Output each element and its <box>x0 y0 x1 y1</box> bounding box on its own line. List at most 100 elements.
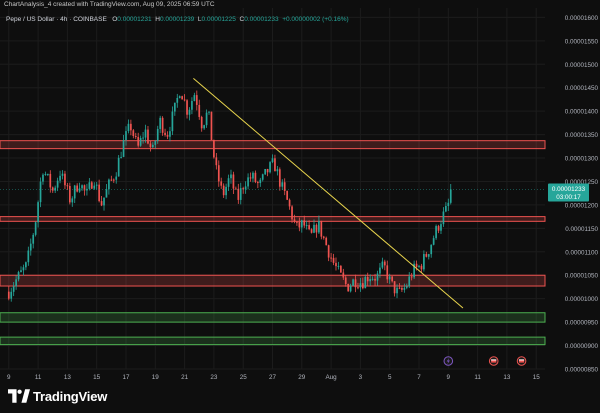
flag-stripe <box>491 359 497 361</box>
candle-body <box>183 99 186 101</box>
symbol-header[interactable]: Pepe / US Dollar · 4h · COINBASE O0.0000… <box>6 16 349 23</box>
candle-body <box>369 279 372 282</box>
candle-body <box>215 157 218 166</box>
candle-body <box>127 123 130 132</box>
candle-body <box>274 158 276 172</box>
candle-body <box>20 270 22 273</box>
candle-body <box>71 198 74 203</box>
candle-body <box>381 261 384 268</box>
candle-body <box>445 205 447 212</box>
candle-body <box>383 261 386 266</box>
candle-body <box>34 222 37 235</box>
candle-body <box>64 173 66 186</box>
current-price-value: 0.00001233 <box>552 186 586 193</box>
price-tick-label: 0.00001350 <box>565 132 599 139</box>
candle-body <box>447 202 450 206</box>
time-tick-label: 21 <box>181 374 189 381</box>
candle-body <box>398 287 401 289</box>
candle-body <box>37 202 39 223</box>
candle-body <box>78 188 81 192</box>
candle-body <box>32 234 35 244</box>
candle-body <box>442 211 445 225</box>
candle-body <box>342 272 345 278</box>
candle-body <box>51 187 54 191</box>
price-tick-label: 0.00001200 <box>565 202 599 209</box>
candle-body <box>266 168 269 173</box>
candle-body <box>125 131 127 141</box>
candle-body <box>357 287 359 289</box>
candle-body <box>54 187 57 191</box>
price-tick-label: 0.00001100 <box>565 249 598 256</box>
candle-body <box>132 130 135 137</box>
candle-body <box>178 96 181 99</box>
time-tick-label: 9 <box>7 374 11 381</box>
time-tick-label: 7 <box>417 374 421 381</box>
candle-body <box>173 102 176 112</box>
candle-body <box>103 197 105 206</box>
flag-glyph <box>491 359 497 363</box>
candle-body <box>213 140 215 158</box>
time-tick-label: 13 <box>503 374 511 381</box>
price-tick-label: 0.00001050 <box>565 273 599 280</box>
price-tick-label: 0.00001500 <box>565 62 599 69</box>
candle-body <box>15 279 17 287</box>
candle-body <box>191 100 193 110</box>
candle-body <box>76 185 79 192</box>
candle-body <box>347 283 350 292</box>
candle-body <box>371 278 374 280</box>
candle-body <box>315 224 318 233</box>
support-zone <box>0 336 546 346</box>
open-label: O <box>112 16 118 23</box>
candle-body <box>200 116 203 129</box>
candle-body <box>427 254 430 257</box>
candle-body <box>391 276 394 282</box>
candle-body <box>313 224 315 233</box>
resistance-zone <box>0 274 546 287</box>
candle-body <box>288 199 291 207</box>
candle-body <box>161 117 164 133</box>
candle-body <box>12 286 15 292</box>
candle-body <box>164 132 166 136</box>
candle-body <box>203 125 205 129</box>
candle-body <box>425 254 428 257</box>
candle-body <box>39 181 42 203</box>
candle-body <box>176 98 179 103</box>
candle-body <box>139 137 142 146</box>
candle-body <box>440 224 442 231</box>
candle-body <box>47 173 49 175</box>
candle-body <box>115 176 118 180</box>
candle-body <box>449 189 452 203</box>
candle-body <box>296 221 298 223</box>
candle-body <box>29 243 32 251</box>
candle-body <box>278 169 281 187</box>
candle-body <box>88 182 91 189</box>
candle-body <box>73 185 76 199</box>
price-tick-label: 0.00001150 <box>565 226 598 233</box>
symbol-name[interactable]: Pepe / US Dollar · 4h · COINBASE <box>6 16 107 23</box>
candle-body <box>249 177 252 179</box>
price-tick-label: 0.00000900 <box>565 343 599 350</box>
trendline <box>193 77 464 309</box>
bar-countdown: 03:00:17 <box>556 194 581 201</box>
price-tick-label: 0.00000950 <box>565 320 599 327</box>
candle-body <box>254 172 257 183</box>
support-zone <box>0 312 546 323</box>
candle-body <box>413 263 415 278</box>
current-price-badge <box>548 183 589 202</box>
candle-body <box>98 184 100 202</box>
candle-body <box>90 182 93 189</box>
candle-body <box>42 174 44 182</box>
candle-body <box>232 174 235 189</box>
candle-body <box>430 244 433 255</box>
candle-body <box>110 179 113 181</box>
high-label: H <box>155 16 160 23</box>
candle-body <box>225 186 227 196</box>
candle-body <box>303 220 306 226</box>
candle-body <box>325 237 328 246</box>
time-tick-label: 19 <box>152 374 160 381</box>
flag-glyph <box>518 359 525 363</box>
candle-body <box>68 186 71 203</box>
candle-body <box>283 182 286 192</box>
candle-body <box>171 111 174 132</box>
